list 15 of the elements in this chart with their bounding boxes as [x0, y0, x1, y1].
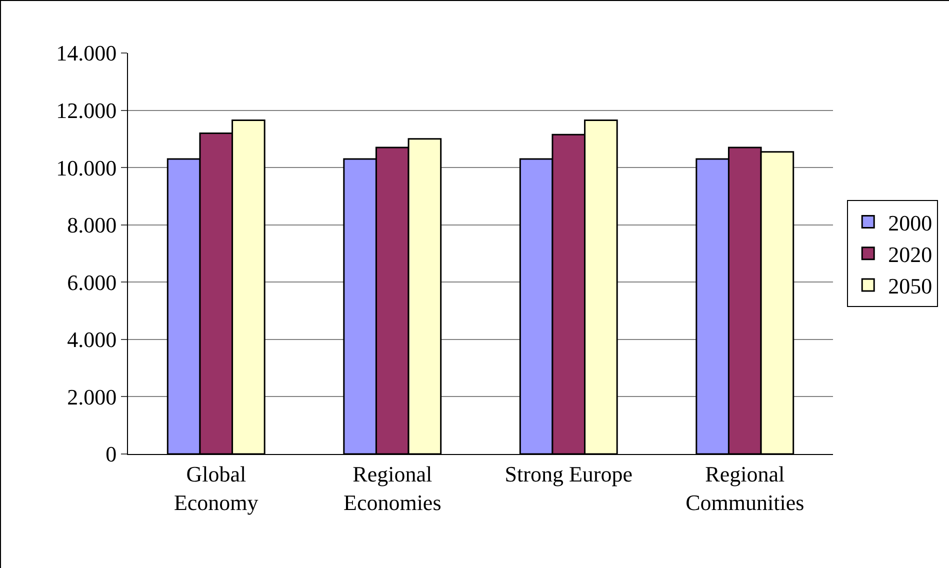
- y-tick-label: 0: [106, 442, 117, 467]
- y-tick-label: 6.000: [67, 270, 117, 295]
- x-tick-label: Regional Communities: [686, 461, 804, 515]
- y-tick-label: 2.000: [67, 384, 117, 410]
- legend-label: 2050: [888, 274, 932, 299]
- x-tick-label: Global Economy: [174, 461, 258, 515]
- y-tick-label: 14.000: [56, 40, 117, 66]
- x-tick-label: Strong Europe: [504, 461, 632, 486]
- y-tick-label: 12.000: [56, 98, 117, 123]
- legend-label: 2020: [888, 242, 932, 267]
- y-tick-label: 4.000: [67, 327, 117, 352]
- y-tick-label: 8.000: [67, 212, 117, 238]
- x-tick-label: Regional Economies: [343, 461, 442, 515]
- y-tick-label: 10.000: [56, 155, 117, 180]
- legend-label: 2000: [888, 210, 932, 236]
